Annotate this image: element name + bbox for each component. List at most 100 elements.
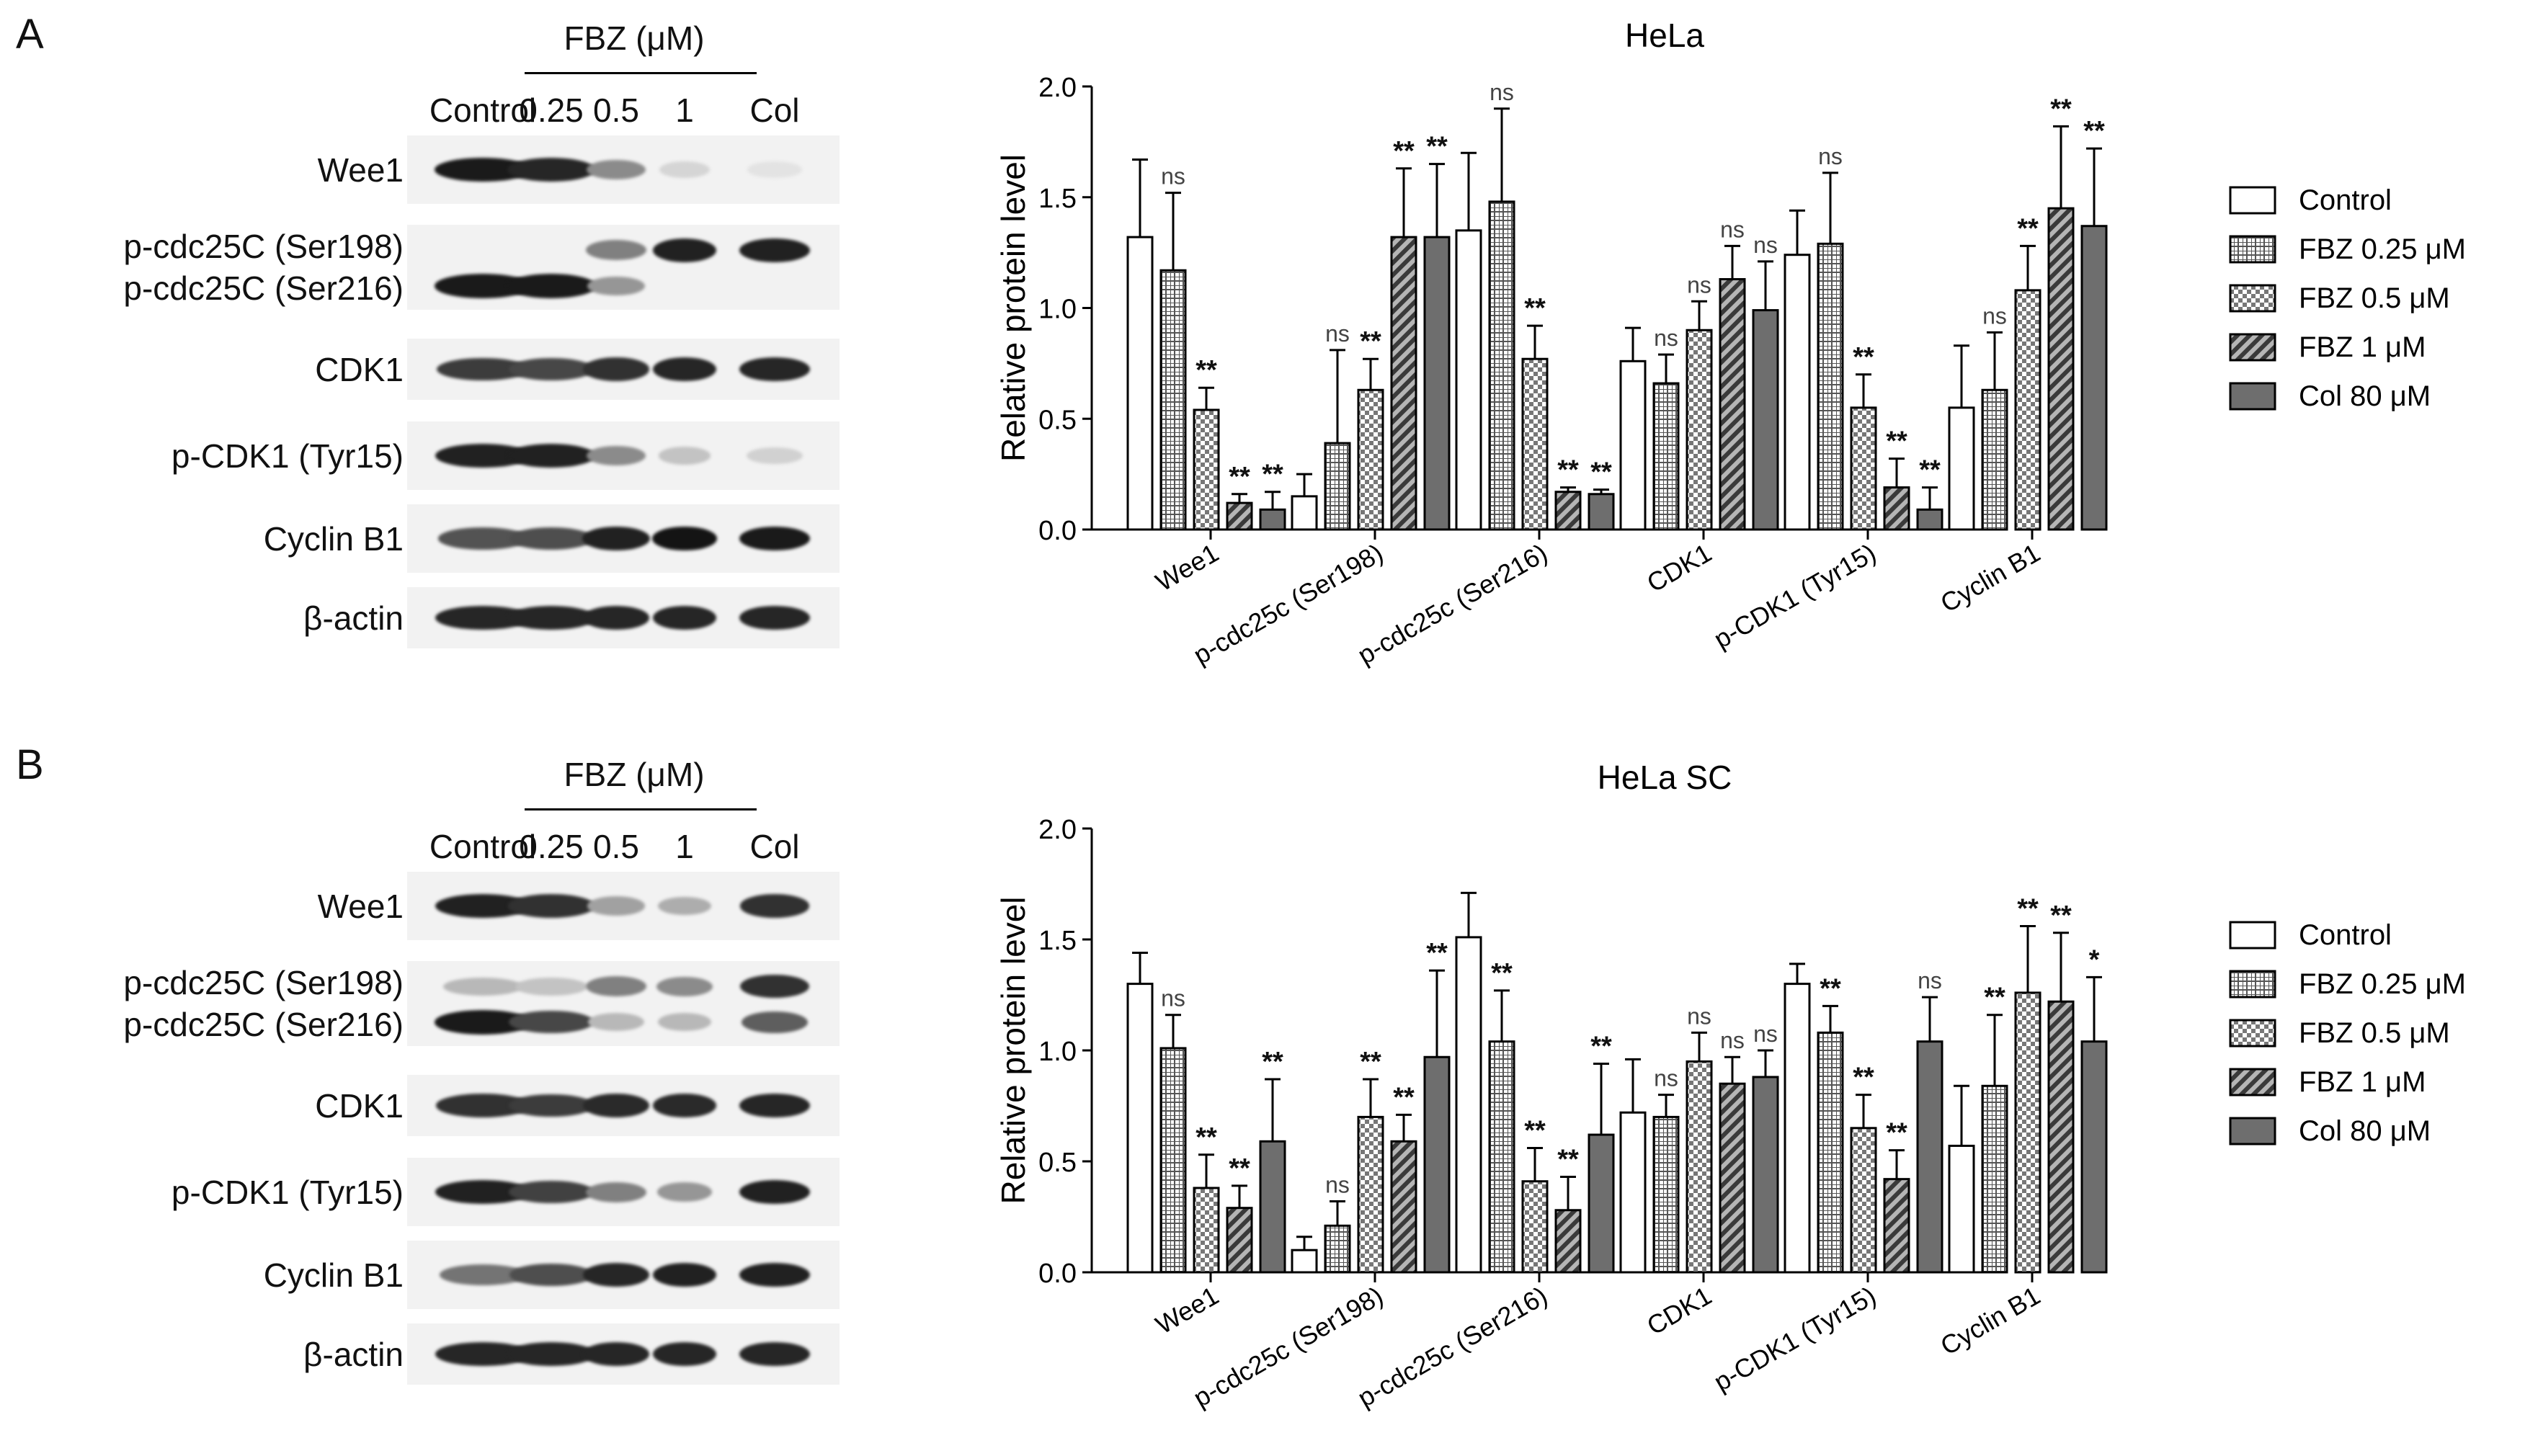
legend-swatch xyxy=(2229,1019,2276,1048)
y-tick-label: 1.5 xyxy=(1038,184,1077,214)
significance-label: ** xyxy=(1820,973,1841,1004)
bar xyxy=(1291,1249,1318,1274)
protein-label: p-cdc25C (Ser198) p-cdc25C (Ser216) xyxy=(123,964,404,1043)
legend-label: FBZ 0.25 μM xyxy=(2299,233,2466,265)
significance-label: ** xyxy=(1426,938,1448,968)
significance-label: ** xyxy=(1195,1122,1217,1153)
significance-label: ** xyxy=(2017,213,2039,244)
bar xyxy=(1423,1055,1451,1274)
bar xyxy=(1488,200,1515,531)
y-tick-label: 2.0 xyxy=(1038,73,1077,103)
bar xyxy=(1652,1115,1680,1274)
band xyxy=(582,606,650,630)
protein-label: p-CDK1 (Tyr15) xyxy=(171,1173,404,1211)
protein-label: Wee1 xyxy=(317,151,404,189)
significance-label: ns xyxy=(1654,1066,1678,1091)
lane-label: 0.25 xyxy=(519,828,584,865)
significance-label: ** xyxy=(1590,457,1612,488)
significance-label: ns xyxy=(1720,1027,1745,1053)
significance-label: ** xyxy=(1262,460,1283,490)
band xyxy=(739,1094,810,1117)
legend-swatch xyxy=(2229,1117,2276,1145)
legend-label: FBZ 0.5 μM xyxy=(2299,282,2450,314)
band xyxy=(653,1094,716,1117)
bar xyxy=(1981,1084,2008,1274)
bar xyxy=(1948,1144,1975,1274)
protein-label: p-CDK1 (Tyr15) xyxy=(171,437,404,475)
legend-label: FBZ 0.25 μM xyxy=(2299,968,2466,1000)
bar xyxy=(1193,1187,1220,1274)
protein-label: Cyclin B1 xyxy=(263,519,404,558)
y-tick-label: 0.0 xyxy=(1038,516,1077,546)
band xyxy=(508,1180,595,1204)
significance-label: ** xyxy=(1886,1118,1907,1148)
panel-letter: B xyxy=(16,741,44,788)
bar xyxy=(1159,1047,1187,1274)
lane-label: Control xyxy=(429,828,537,865)
bar xyxy=(1883,1178,1910,1274)
bar xyxy=(1126,236,1154,531)
bar xyxy=(1916,1040,1943,1274)
protein-label: p-cdc25C (Ser198) p-cdc25C (Ser216) xyxy=(123,228,404,307)
band xyxy=(582,1342,650,1366)
bar xyxy=(1423,236,1451,531)
significance-label: ** xyxy=(1853,1063,1874,1093)
bar xyxy=(1719,278,1746,531)
band xyxy=(587,445,646,466)
dose-bracket xyxy=(525,72,757,74)
legend-label: Control xyxy=(2299,919,2392,951)
y-tick-label: 1.5 xyxy=(1038,926,1077,956)
significance-label: ** xyxy=(2017,894,2039,924)
band xyxy=(509,358,594,380)
bar xyxy=(1850,406,1877,531)
legend-label: Control xyxy=(2299,184,2392,216)
bar xyxy=(1455,229,1482,531)
y-tick-label: 0.5 xyxy=(1038,405,1077,435)
bar xyxy=(2014,289,2041,531)
significance-label: ns xyxy=(1753,1021,1778,1047)
bar xyxy=(1521,357,1549,531)
bar xyxy=(1455,936,1482,1274)
significance-label: ns xyxy=(1161,164,1185,189)
bar xyxy=(1324,442,1351,531)
bar xyxy=(2047,1000,2075,1274)
band xyxy=(658,1013,711,1032)
significance-label: ns xyxy=(1490,79,1514,105)
x-tick-label: p-CDK1 (Tyr15) xyxy=(1709,537,1881,654)
band xyxy=(507,443,596,468)
lane-label: Control xyxy=(429,91,537,129)
band xyxy=(507,1342,595,1366)
bar xyxy=(2080,1040,2108,1274)
x-tick-label: Cyclin B1 xyxy=(1936,1280,2045,1361)
band xyxy=(587,159,646,180)
protein-label: β-actin xyxy=(303,1335,404,1373)
band xyxy=(656,1182,713,1202)
bar xyxy=(1686,1060,1713,1274)
bar xyxy=(1291,495,1318,531)
significance-label: ** xyxy=(1853,342,1874,372)
chart-svg: HeLa Relative protein level 0.0 0.5 1.0 1.5 2.… xyxy=(994,17,2466,670)
band xyxy=(659,161,711,179)
significance-label: ** xyxy=(1393,136,1415,166)
x-tick-label: Wee1 xyxy=(1151,537,1224,597)
legend-label: Col 80 μM xyxy=(2299,1115,2431,1147)
band xyxy=(739,238,810,262)
bar xyxy=(1817,1031,1844,1274)
bar xyxy=(1488,1040,1515,1274)
significance-label: ** xyxy=(1557,1145,1579,1175)
y-tick-label: 2.0 xyxy=(1038,815,1077,845)
x-tick-label: p-CDK1 (Tyr15) xyxy=(1709,1280,1881,1397)
significance-label: ** xyxy=(1262,1047,1283,1077)
band xyxy=(509,1264,594,1286)
y-tick-label: 0.5 xyxy=(1038,1148,1077,1178)
band xyxy=(739,606,810,630)
panel-b: B FBZ (μM) Control 0.25 0.5 1 Col Wee1 p-cdc25C… xyxy=(0,726,2538,1452)
significance-label: ** xyxy=(1426,132,1448,162)
lane-label: 1 xyxy=(675,828,694,865)
band xyxy=(742,1011,808,1033)
lane-label: Col xyxy=(749,828,800,865)
protein-label: Wee1 xyxy=(317,887,404,925)
bar xyxy=(1357,388,1384,531)
significance-label: ** xyxy=(1919,455,1941,486)
chart-svg: HeLa SC Relative protein level 0.0 0.5 1.0 1.… xyxy=(994,759,2466,1413)
